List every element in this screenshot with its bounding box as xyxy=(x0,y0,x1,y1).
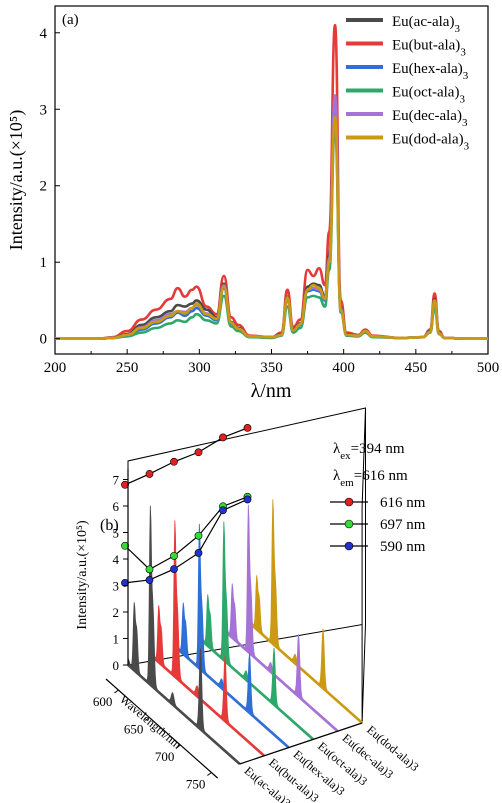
trend-point-c616 xyxy=(219,433,227,442)
wavelength-tick-label: 700 xyxy=(155,749,175,764)
panel-b-annotations: λex=394 nm λem=616 nm xyxy=(333,441,408,489)
x-tick-label: 200 xyxy=(44,360,67,376)
wavelength-tick-mark xyxy=(207,772,212,776)
z-tick-label: 0 xyxy=(113,658,120,673)
spectrum-baseline-dod xyxy=(249,623,363,724)
panel-a-y-axis-title: Intensity/a.u.(×10⁵) xyxy=(6,110,27,250)
x-tick-label: 400 xyxy=(332,360,355,376)
y-tick-label: 1 xyxy=(40,255,48,271)
panel-b-sample-labels: Eu(ac-ala)3Eu(but-ala)3Eu(hex-ala)3Eu(oc… xyxy=(242,723,422,803)
wavelength-tick-label: 600 xyxy=(93,694,113,709)
trend-point-c697 xyxy=(145,565,154,574)
panel-a-x-axis-title: λ/nm xyxy=(251,380,292,402)
wavelength-tick-mark xyxy=(176,744,181,749)
x-tick-label: 300 xyxy=(188,360,211,376)
panel-b-legend: 616 nm 697 nm 590 nm xyxy=(330,495,426,555)
z-tick-label: 1 xyxy=(113,632,120,647)
sample-axis-line xyxy=(239,722,363,765)
legend-marker-c590 xyxy=(344,541,354,551)
x-tick-label: 500 xyxy=(477,360,500,376)
trend-point-c590 xyxy=(170,565,178,573)
wavelength-tick-label: 750 xyxy=(186,777,206,792)
panel-b-3d-chart: 0 1 2 3 4 5 6 7 600 650 700 750 (b) Intensity/a.u.(… xyxy=(75,407,426,803)
annotation-em: λem=616 nm xyxy=(333,468,408,489)
legend-label-c590: 590 nm xyxy=(380,539,426,555)
panel-a-legend: Eu(ac-ala)3 Eu(but-ala)3Eu(hex-ala)3 Eu(oc… xyxy=(346,14,470,153)
y-tick-label: 0 xyxy=(40,332,48,348)
panel-a-series-group xyxy=(55,23,488,341)
wavelength-tick-label: 650 xyxy=(124,722,144,737)
trend-line-c697 xyxy=(124,496,248,571)
trend-line-c590 xyxy=(124,498,248,584)
trend-point-c616 xyxy=(243,423,252,432)
z-tick-label: 5 xyxy=(113,526,120,541)
x-tick-label: 450 xyxy=(405,360,428,376)
trend-point-c616 xyxy=(170,457,178,466)
panel-b-label: (b) xyxy=(100,517,119,534)
trend-point-c616 xyxy=(194,448,203,457)
trend-point-c697 xyxy=(170,551,178,560)
panel-b-axes: 0 1 2 3 4 5 6 7 600 650 700 750 xyxy=(93,468,363,792)
annotation-ex: λex=394 nm xyxy=(333,441,405,462)
trend-line-c616 xyxy=(124,427,248,486)
spectrum-baseline-dec xyxy=(225,631,339,733)
wavelength-tick-mark xyxy=(114,689,119,694)
legend-label-c697: 697 nm xyxy=(380,517,426,533)
spectrum-baseline-but xyxy=(151,655,265,757)
panel-a-frame xyxy=(54,5,489,355)
legend-marker-c697 xyxy=(344,519,354,529)
panel-b-trend-lines xyxy=(121,423,252,587)
trend-point-c590 xyxy=(243,495,252,504)
legend-marker-c616 xyxy=(344,497,354,507)
panel-a-x-axis: 200 250 300 350 400 450 500 xyxy=(44,349,500,376)
z-tick-label: 6 xyxy=(113,499,120,514)
legend-label-c616: 616 nm xyxy=(380,495,426,511)
trend-point-c590 xyxy=(145,576,154,584)
spectrum-baseline-ac xyxy=(127,664,241,765)
z-tick-label: 7 xyxy=(113,473,120,488)
legend-label-hex: Eu(hex-ala)3 xyxy=(392,61,469,82)
z-tick-label: 2 xyxy=(113,605,120,620)
y-tick-label: 4 xyxy=(40,26,48,42)
x-tick-label: 350 xyxy=(260,360,283,376)
panel-a-y-axis: 0 1 2 3 4 xyxy=(40,26,60,348)
series-line-oct xyxy=(55,127,488,341)
legend-label-dod: Eu(dod-ala)3 xyxy=(392,132,470,153)
panel-a-line-chart: (a) 200 250 300 350 400 450 500 0 1 2 3 4 λ/nm Int… xyxy=(6,5,500,402)
spectrum-baseline-hex xyxy=(176,647,290,749)
trend-point-c697 xyxy=(194,531,203,540)
y-tick-label: 2 xyxy=(40,179,48,195)
wavelength-axis-line xyxy=(105,678,218,779)
series-line-dod xyxy=(55,115,488,341)
trend-point-c590 xyxy=(194,549,203,557)
z-tick-label: 4 xyxy=(113,552,120,567)
panel-b-spectra xyxy=(127,499,363,765)
wavelength-tick-mark xyxy=(145,717,150,721)
panel-b-back-planes xyxy=(127,407,366,724)
spectrum-baseline-oct xyxy=(200,639,314,741)
legend-label-oct: Eu(oct-ala)3 xyxy=(392,85,465,106)
legend-label-ac: Eu(ac-ala)3 xyxy=(392,14,460,35)
trend-point-c616 xyxy=(145,470,154,478)
x-tick-label: 250 xyxy=(116,360,139,376)
y-tick-label: 3 xyxy=(40,102,48,118)
legend-label-dec: Eu(dec-ala)3 xyxy=(392,108,468,129)
panel-b-z-axis-title: Intensity/a.u.(×10⁵) xyxy=(75,520,90,630)
trend-point-c590 xyxy=(219,506,227,515)
panel-a-label: (a) xyxy=(62,12,79,28)
z-tick-label: 3 xyxy=(113,579,120,594)
legend-label-but: Eu(but-ala)3 xyxy=(392,38,466,59)
